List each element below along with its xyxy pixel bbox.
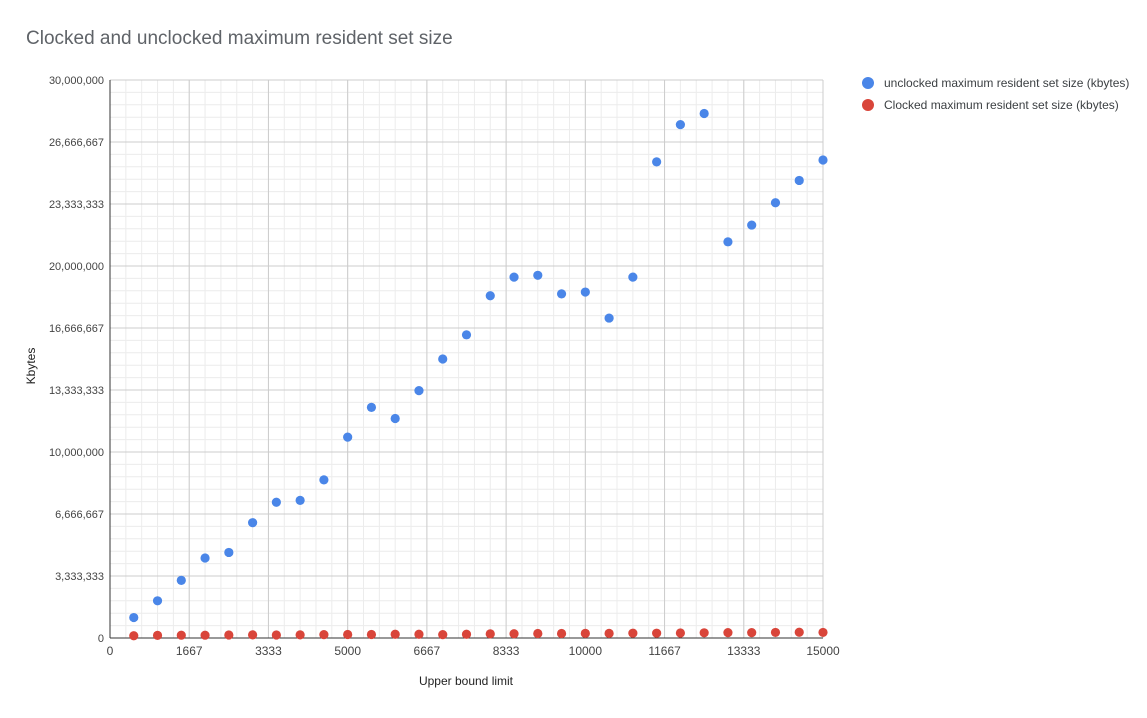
unclocked-data-point[interactable] (176, 575, 186, 585)
y-tick-label: 0 (98, 633, 104, 645)
x-axis-ticks: 0 1667 3333 5000 6667 8333 10000 11667 13333 1500… (107, 644, 840, 658)
clocked-data-point[interactable] (533, 628, 543, 639)
y-tick-label: 6,666,667 (55, 509, 104, 521)
unclocked-data-point[interactable] (604, 313, 614, 323)
y-axis-label: Kbytes (24, 348, 38, 385)
unclocked-data-point[interactable] (580, 287, 590, 297)
legend-label: unclocked maximum resident set size (kby… (884, 76, 1130, 90)
x-tick-label: 10000 (569, 644, 603, 658)
legend-item[interactable]: Clocked maximum resident set size (kbyte… (862, 94, 1129, 116)
clocked-data-point[interactable] (248, 630, 258, 640)
y-tick-label: 30,000,000 (49, 75, 104, 87)
clocked-data-point[interactable] (604, 628, 614, 638)
clocked-data-point[interactable] (343, 629, 353, 640)
unclocked-data-point[interactable] (200, 553, 210, 563)
clocked-data-point[interactable] (152, 630, 163, 640)
unclocked-data-point[interactable] (794, 175, 804, 186)
y-tick-label: 10,000,000 (49, 447, 104, 459)
clocked-data-point[interactable] (675, 628, 686, 638)
unclocked-data-point[interactable] (390, 413, 400, 424)
x-tick-label: 0 (107, 644, 114, 658)
clocked-data-point[interactable] (580, 628, 590, 638)
clocked-data-point[interactable] (366, 629, 377, 640)
x-tick-label: 6667 (414, 644, 441, 658)
y-axis-ticks: 0 3,333,333 6,666,667 10,000,000 13,333,333 1… (49, 75, 104, 645)
unclocked-data-point[interactable] (414, 386, 424, 396)
unclocked-data-point[interactable] (319, 475, 329, 485)
clocked-data-point[interactable] (438, 630, 448, 640)
clocked-data-point[interactable] (747, 628, 757, 638)
clocked-data-point[interactable] (485, 629, 495, 639)
unclocked-data-point[interactable] (152, 596, 163, 606)
clocked-data-point[interactable] (295, 630, 305, 640)
y-tick-label: 23,333,333 (49, 199, 104, 211)
legend-item[interactable]: unclocked maximum resident set size (kby… (862, 72, 1129, 94)
clocked-data-point[interactable] (129, 631, 139, 641)
x-tick-label: 11667 (648, 644, 681, 658)
clocked-data-point[interactable] (699, 628, 709, 638)
major-gridlines (109, 79, 824, 639)
unclocked-data-point[interactable] (652, 157, 662, 167)
legend: unclocked maximum resident set size (kby… (862, 72, 1129, 116)
clocked-data-point[interactable] (770, 627, 781, 638)
x-tick-label: 5000 (334, 644, 361, 658)
clocked-data-point[interactable] (461, 629, 472, 639)
x-tick-label: 1667 (176, 644, 203, 658)
x-tick-label: 13333 (727, 644, 761, 658)
clocked-data-point[interactable] (628, 628, 638, 638)
y-tick-label: 16,666,667 (49, 323, 104, 335)
axes (109, 80, 823, 639)
y-tick-label: 3,333,333 (55, 571, 104, 583)
clocked-data-point[interactable] (723, 628, 733, 638)
legend-swatch (862, 99, 874, 111)
y-tick-label: 26,666,667 (49, 137, 104, 149)
y-tick-label: 13,333,333 (49, 385, 104, 397)
unclocked-data-point[interactable] (747, 220, 757, 230)
unclocked-data-point[interactable] (485, 291, 495, 301)
unclocked-data-point[interactable] (675, 120, 686, 130)
unclocked-data-point[interactable] (699, 108, 709, 119)
clocked-data-point[interactable] (414, 629, 424, 639)
unclocked-data-point[interactable] (248, 518, 258, 528)
x-axis-label: Upper bound limit (419, 674, 514, 688)
clocked-data-point[interactable] (390, 629, 400, 639)
data-points (129, 108, 828, 641)
unclocked-data-point[interactable] (461, 330, 472, 340)
unclocked-data-point[interactable] (723, 237, 733, 247)
unclocked-data-point[interactable] (438, 354, 448, 364)
unclocked-data-point[interactable] (509, 272, 519, 282)
unclocked-data-point[interactable] (343, 432, 353, 442)
clocked-data-point[interactable] (556, 628, 567, 639)
clocked-data-point[interactable] (818, 627, 828, 638)
x-tick-label: 3333 (255, 644, 282, 658)
x-tick-label: 8333 (493, 644, 520, 658)
legend-label: Clocked maximum resident set size (kbyte… (884, 98, 1119, 112)
clocked-data-point[interactable] (319, 630, 329, 640)
unclocked-data-point[interactable] (224, 547, 234, 558)
unclocked-data-point[interactable] (628, 272, 638, 282)
unclocked-data-point[interactable] (770, 198, 781, 208)
minor-gridlines (109, 79, 824, 639)
clocked-data-point[interactable] (271, 630, 281, 640)
unclocked-data-point[interactable] (366, 402, 377, 412)
clocked-data-point[interactable] (224, 630, 234, 640)
unclocked-data-point[interactable] (556, 289, 567, 299)
unclocked-data-point[interactable] (295, 495, 305, 505)
unclocked-data-point[interactable] (271, 497, 281, 507)
clocked-data-point[interactable] (794, 627, 804, 637)
legend-swatch (862, 77, 874, 89)
unclocked-data-point[interactable] (818, 155, 828, 165)
clocked-data-point[interactable] (652, 628, 662, 638)
clocked-data-point[interactable] (509, 629, 519, 639)
unclocked-data-point[interactable] (129, 612, 139, 623)
x-tick-label: 15000 (806, 644, 840, 658)
clocked-data-point[interactable] (200, 630, 210, 640)
clocked-data-point[interactable] (176, 630, 186, 640)
chart-title: Clocked and unclocked maximum resident s… (26, 28, 453, 49)
y-tick-label: 20,000,000 (49, 261, 104, 273)
unclocked-data-point[interactable] (533, 270, 543, 280)
